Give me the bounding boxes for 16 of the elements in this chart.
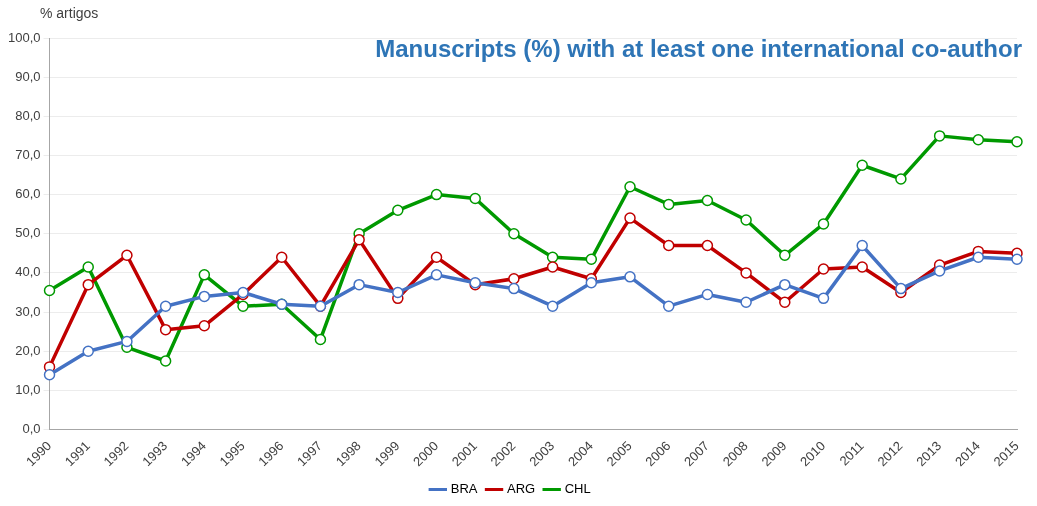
y-tick-label: 50,0 xyxy=(15,225,41,241)
legend-label: ARG xyxy=(507,481,536,497)
y-tick-label: 70,0 xyxy=(15,147,41,163)
y-axis-title: % artigos xyxy=(40,4,99,21)
y-tick-label: 10,0 xyxy=(15,381,41,397)
y-tick-label: 90,0 xyxy=(15,68,41,84)
y-tick-label: 0,0 xyxy=(22,421,41,437)
legend-label: BRA xyxy=(450,481,478,497)
legend-label: CHL xyxy=(564,481,591,497)
y-tick-label: 60,0 xyxy=(15,186,41,202)
chart-title: Manuscripts (%) with at least one international co-author xyxy=(375,34,1022,62)
y-tick-label: 40,0 xyxy=(15,264,41,280)
y-tick-label: 20,0 xyxy=(15,342,41,358)
y-tick-label: 100,0 xyxy=(7,29,41,45)
y-tick-label: 30,0 xyxy=(15,303,41,319)
y-tick-label: 80,0 xyxy=(15,107,41,123)
